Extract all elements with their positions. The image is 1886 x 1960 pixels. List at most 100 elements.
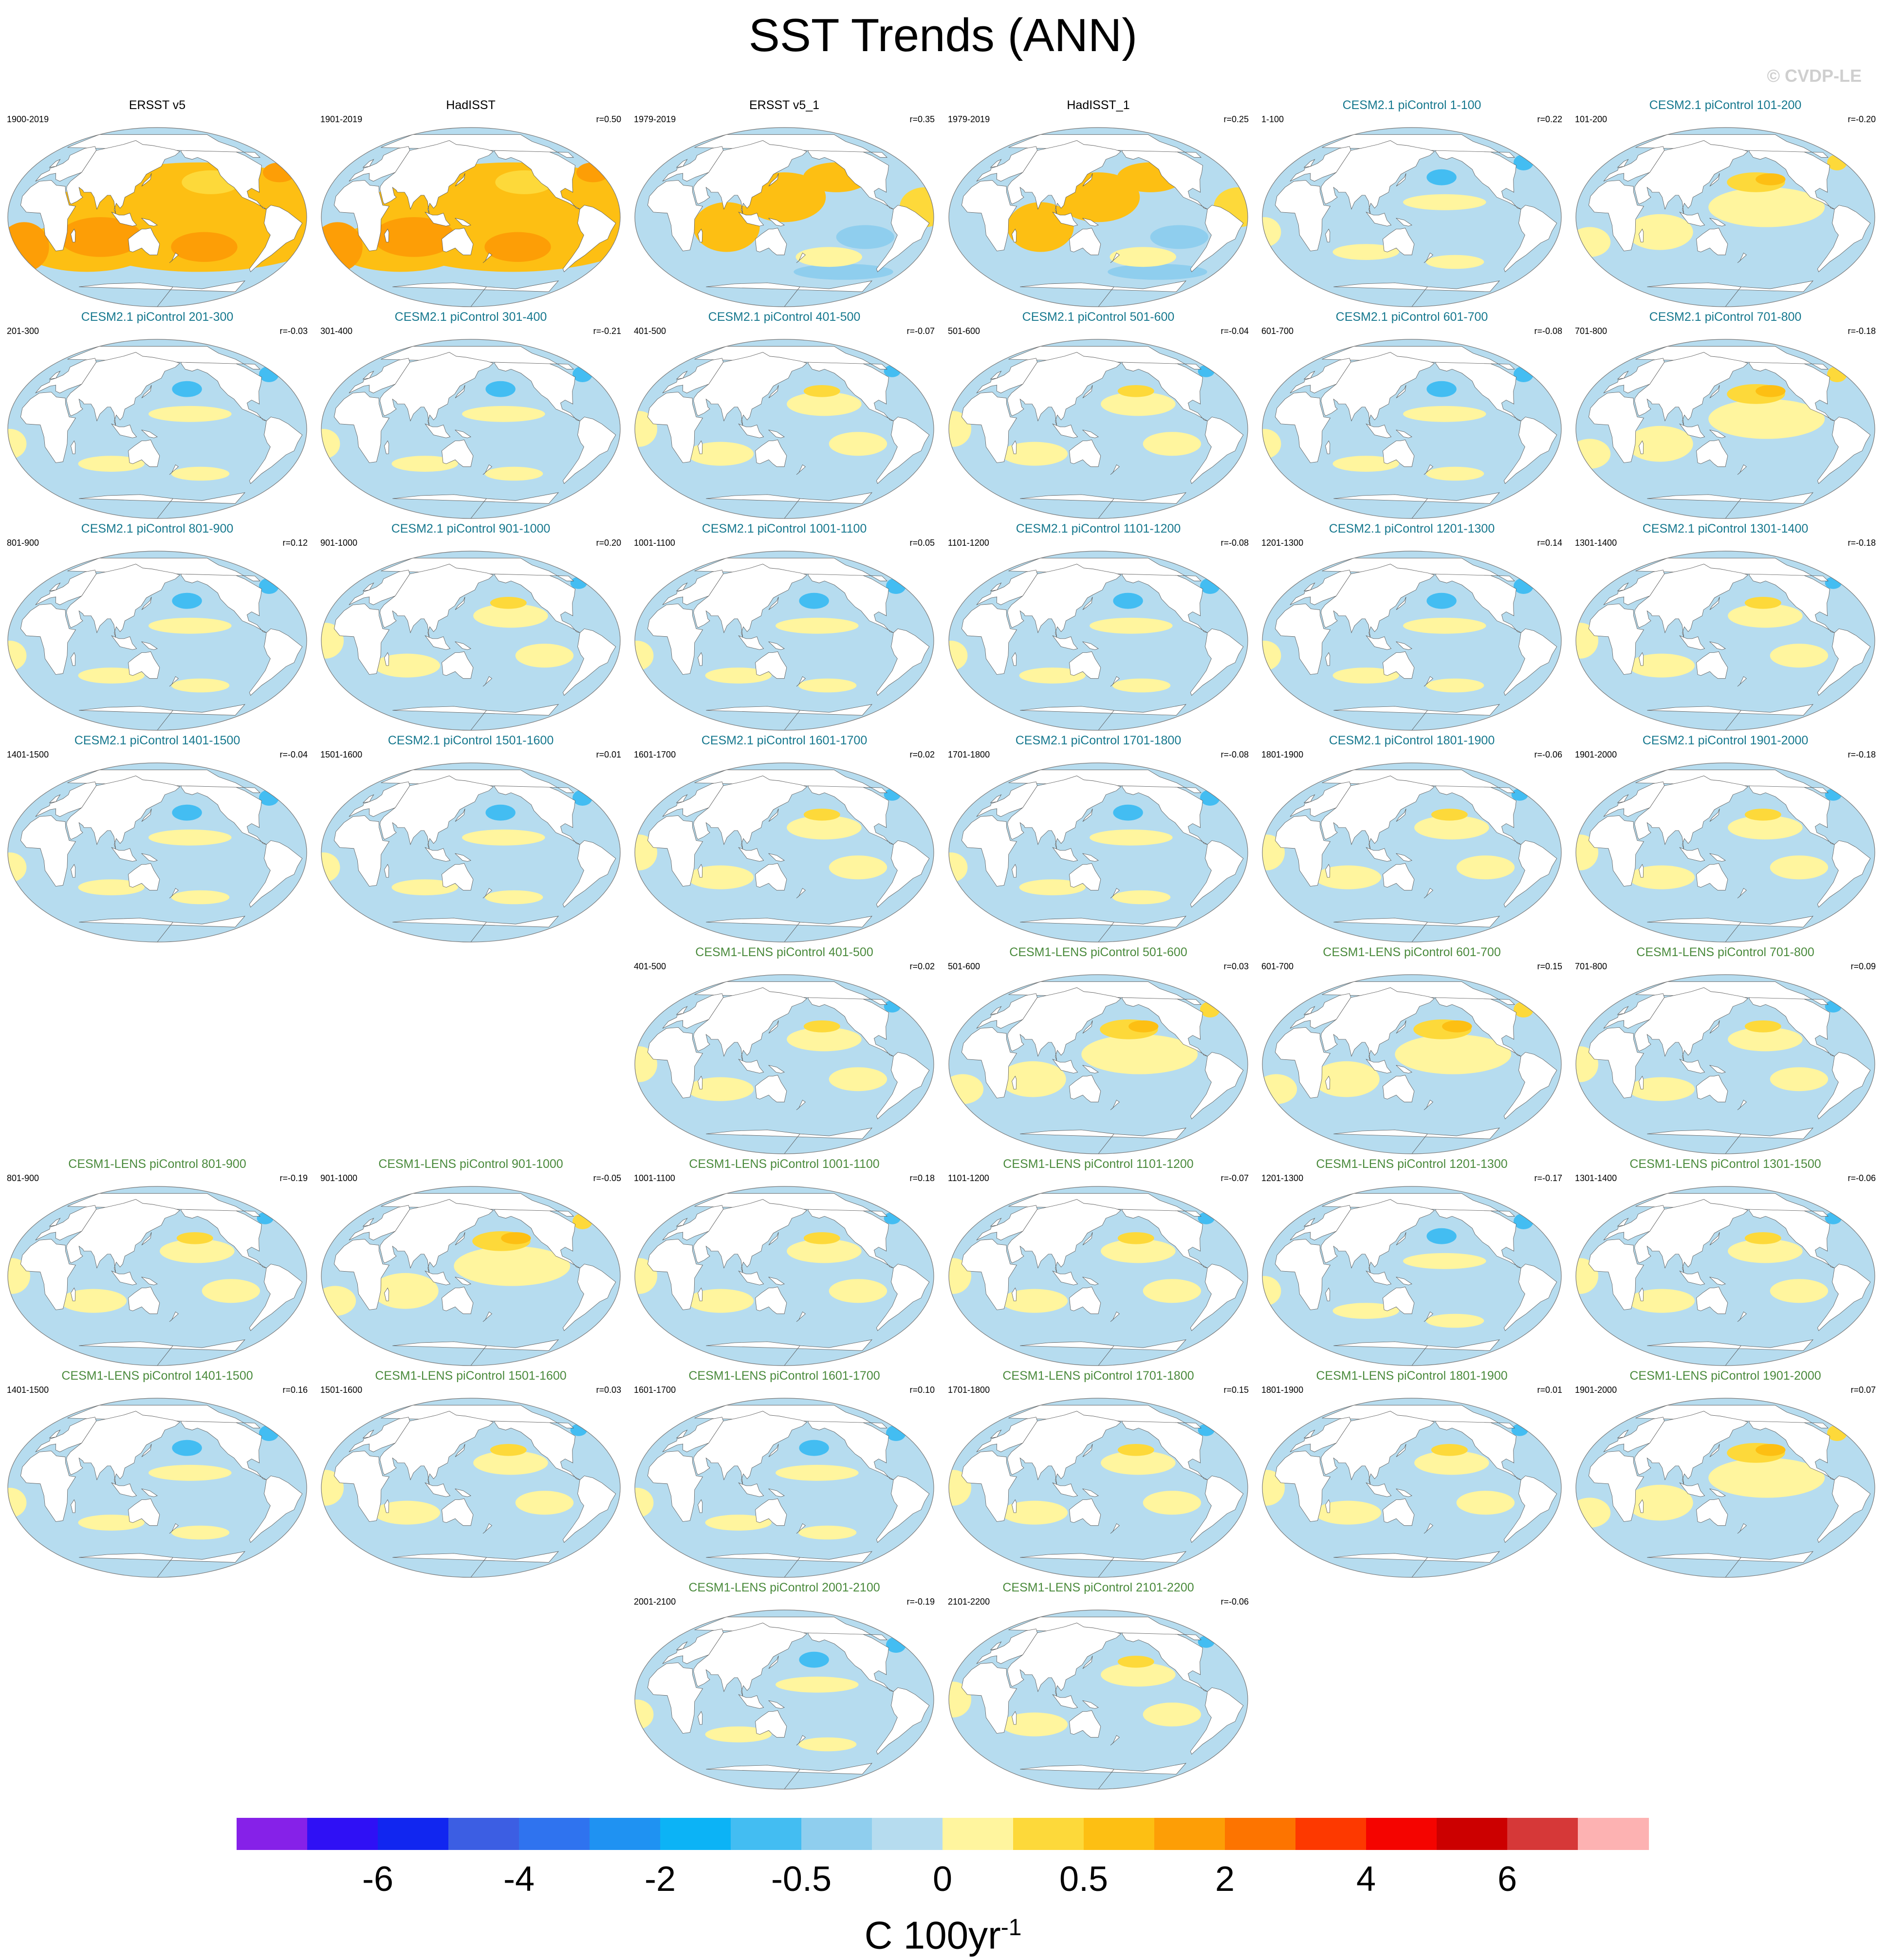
- land-africa: [333, 603, 390, 675]
- land-australia: [755, 651, 787, 679]
- land-africa: [20, 180, 76, 251]
- land-madagascar: [698, 864, 703, 878]
- map-outline: [1262, 551, 1562, 731]
- panel-correlation: r=0.10: [909, 1385, 935, 1395]
- land-asia: [1321, 140, 1435, 215]
- land-australia: [1069, 1075, 1101, 1103]
- land-antarctica: [392, 492, 559, 518]
- panel-title: CESM1-LENS piControl 701-800: [1636, 945, 1814, 959]
- land-africa: [1275, 180, 1331, 251]
- trend-anomaly-region: [1081, 1034, 1198, 1074]
- land-africa: [647, 603, 703, 675]
- land-australia: [1383, 651, 1415, 679]
- land-japan: [141, 1232, 152, 1245]
- land-africa: [961, 1239, 1017, 1310]
- land-europe: [662, 1205, 724, 1240]
- land-europe: [976, 570, 1038, 605]
- sst-trend-map: [7, 1186, 307, 1366]
- map-outline: [634, 1186, 934, 1366]
- panel-title: CESM1-LENS piControl 1901-2000: [1629, 1369, 1821, 1383]
- land-southAmerica: [1817, 1476, 1871, 1543]
- land-antarctica: [706, 280, 872, 307]
- land-nz: [1737, 252, 1747, 263]
- land-japan: [1396, 1443, 1406, 1457]
- sst-trend-map: [7, 1398, 307, 1578]
- colorbar-swatch: [1154, 1818, 1225, 1850]
- map-panel: CESM2.1 piControl 701-800 701-800 r=-0.18: [1569, 309, 1882, 521]
- trend-anomaly-region: [60, 1289, 127, 1313]
- trend-anomaly-region: [949, 411, 971, 447]
- land-australia: [442, 1287, 474, 1314]
- land-nz: [1737, 888, 1747, 899]
- panel-title: CESM2.1 piControl 1201-1300: [1329, 522, 1495, 536]
- land-indonesia: [111, 423, 137, 438]
- land-nz: [1424, 464, 1433, 475]
- panel-title: CESM2.1 piControl 1701-1800: [1015, 734, 1182, 747]
- panel-period: 601-700: [1261, 962, 1294, 971]
- panel-correlation: r=-0.08: [1220, 750, 1249, 759]
- figure-title: SST Trends (ANN): [748, 9, 1138, 61]
- trend-anomaly-region: [949, 1074, 984, 1104]
- panel-period: 1979-2019: [948, 114, 990, 124]
- panel-correlation: r=0.12: [282, 538, 308, 548]
- land-australia: [128, 228, 160, 256]
- map-panel: CESM1-LENS piControl 501-600 501-600 r=0.0…: [942, 944, 1255, 1156]
- trend-anomaly-region: [829, 1067, 888, 1091]
- land-europe: [662, 358, 724, 393]
- panel-title: CESM2.1 piControl 501-600: [1022, 310, 1175, 324]
- land-europe: [1603, 146, 1665, 182]
- land-britain: [49, 1429, 61, 1439]
- trend-anomaly-region: [490, 1444, 527, 1456]
- trend-anomaly-region: [1143, 1279, 1202, 1303]
- land-antarctica: [392, 704, 559, 730]
- land-newGuinea: [455, 218, 471, 226]
- land-nz: [482, 1523, 492, 1534]
- land-antarctica: [1333, 916, 1500, 942]
- trend-anomaly-region: [1101, 1663, 1176, 1687]
- map-outline: [634, 1398, 934, 1578]
- map-panel: CESM2.1 piControl 401-500 401-500 r=-0.07: [628, 309, 941, 521]
- land-madagascar: [1325, 1499, 1331, 1513]
- land-europe: [662, 993, 724, 1029]
- land-europe: [349, 146, 410, 182]
- land-southAmerica: [562, 417, 616, 484]
- land-newGuinea: [1396, 218, 1412, 226]
- land-australia: [1383, 440, 1415, 467]
- land-southAmerica: [249, 1264, 303, 1331]
- land-africa: [1588, 603, 1645, 675]
- trend-anomaly-region: [485, 804, 516, 821]
- map-panel: CESM2.1 piControl 601-700 601-700 r=-0.08: [1256, 309, 1568, 521]
- land-indonesia: [738, 847, 764, 862]
- map-panel: CESM2.1 piControl 1601-1700 1601-1700 r=0.…: [628, 733, 941, 944]
- land-asia: [1321, 352, 1435, 426]
- map-outline: [7, 1398, 307, 1578]
- land-madagascar: [1639, 440, 1644, 454]
- land-indonesia: [111, 1270, 137, 1285]
- land-nz: [1737, 1523, 1747, 1534]
- trend-anomaly-region: [1313, 1061, 1380, 1097]
- panel-title: CESM1-LENS piControl 501-600: [1009, 945, 1187, 959]
- trend-anomaly-region: [1708, 399, 1825, 439]
- land-southAmerica: [876, 205, 930, 273]
- land-indonesia: [738, 635, 764, 650]
- land-africa: [961, 180, 1017, 251]
- panel-period: 1701-1800: [948, 750, 990, 759]
- panel-period: 901-1000: [320, 1173, 358, 1183]
- land-southAmerica: [1817, 205, 1871, 273]
- trend-anomaly-region: [829, 855, 888, 880]
- land-newGuinea: [1709, 853, 1726, 862]
- trend-anomaly-region: [803, 385, 840, 397]
- sst-trend-map: [7, 551, 307, 731]
- trend-anomaly-region: [372, 217, 456, 257]
- colorbar-swatch: [1225, 1818, 1296, 1850]
- land-britain: [362, 582, 374, 592]
- land-africa: [1588, 1450, 1645, 1522]
- land-antarctica: [1647, 492, 1813, 518]
- panel-period: 1301-1400: [1575, 1173, 1617, 1183]
- land-japan: [455, 173, 465, 186]
- land-asia: [1634, 352, 1749, 426]
- land-nz: [482, 252, 492, 263]
- land-newGuinea: [1082, 218, 1099, 226]
- sst-trend-map: [321, 551, 621, 731]
- panel-period: 401-500: [634, 326, 666, 336]
